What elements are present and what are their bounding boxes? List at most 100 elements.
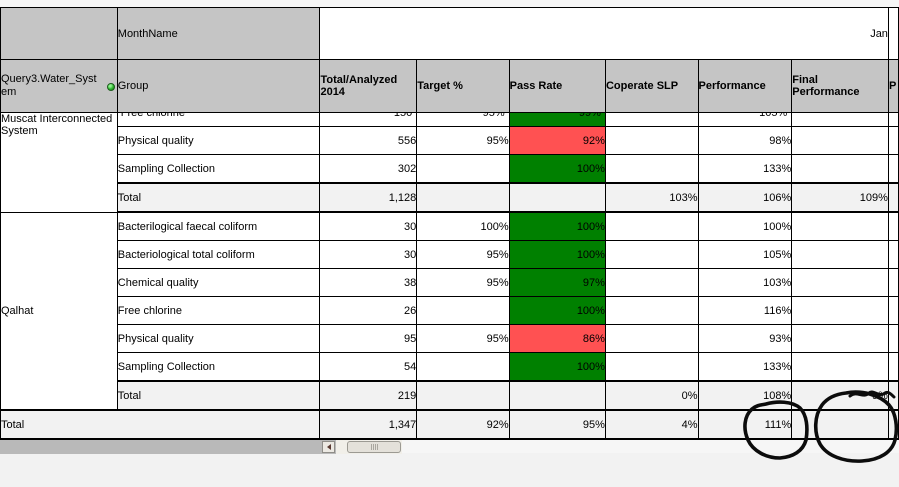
row-label-cell: Bacteriological total coliform: [116, 240, 321, 269]
dataset-label-line2: em: [1, 86, 17, 98]
value-cell-pass-rate: 100%: [508, 154, 606, 184]
value-cell-total-analyzed: 556: [319, 126, 418, 155]
value-cell-performance: 106%: [697, 182, 793, 213]
column-header-coperate-slp: Coperate SLP: [604, 59, 699, 113]
sliver-cell: [887, 380, 899, 411]
value-cell-pass-rate: [508, 380, 606, 411]
value-cell-final-performance: [791, 409, 889, 440]
value-cell-final-performance: 109%: [791, 182, 889, 213]
sliver-cell: [887, 268, 899, 297]
scrollbar-thumb[interactable]: [347, 441, 401, 453]
column-header-final-performance: Final Performance: [791, 59, 889, 113]
row-label-cell: Sampling Collection: [116, 352, 321, 382]
value-cell-performance: 103%: [697, 268, 793, 297]
record-indicator-icon: [106, 83, 115, 91]
table-row: Muscat Interconnected System Free chlori…: [0, 112, 899, 213]
value-cell-coperate-slp: [604, 240, 699, 269]
month-header-row: MonthName Jan: [0, 7, 899, 60]
value-cell-total-analyzed: 219: [319, 380, 418, 411]
value-cell-pass-rate: [508, 182, 606, 213]
value-cell-total-analyzed: 1,128: [319, 182, 418, 213]
value-cell-coperate-slp: [604, 352, 699, 382]
sliver-cell: [887, 126, 899, 155]
value-cell-final-performance: [791, 112, 889, 127]
scrollbar-track[interactable]: [336, 440, 402, 454]
table-row: Physical quality 556 95% 92% 98%: [1, 126, 899, 155]
table-row: Free chlorine 26 100% 116%: [1, 296, 899, 325]
value-cell-pass-rate: 92%: [508, 126, 606, 155]
thumb-grip-icon: [374, 444, 376, 450]
value-cell-performance: 93%: [697, 324, 793, 353]
column-header-pass-rate: Pass Rate: [508, 59, 606, 113]
row-label-cell: Free chlorine: [116, 296, 321, 325]
sliver-cell: [887, 182, 899, 213]
value-cell-performance: 105%: [697, 112, 793, 127]
value-cell-target: [416, 352, 510, 382]
value-cell-total-analyzed: 1,347: [319, 409, 418, 440]
value-cell-target: [416, 296, 510, 325]
value-cell-total-analyzed: 150: [319, 112, 418, 127]
value-cell-coperate-slp: [604, 324, 699, 353]
row-label-cell: Physical quality: [116, 126, 321, 155]
horizontal-scrollbar[interactable]: [0, 440, 402, 454]
value-cell-final-performance: [791, 126, 889, 155]
column-header-performance: Performance: [697, 59, 793, 113]
group-cell-muscat: Muscat Interconnected System: [0, 112, 118, 213]
group-total-row: Total 219 0% 108% 9%: [1, 380, 899, 411]
row-label-cell: Physical quality: [116, 324, 321, 353]
window-background: [0, 453, 899, 487]
value-cell-performance: 108%: [697, 380, 793, 411]
value-cell-performance: 133%: [697, 352, 793, 382]
value-cell-pass-rate: 100%: [508, 352, 606, 382]
report-matrix-table: MonthName Jan Query3.Water_Syst em Group…: [0, 7, 899, 440]
value-cell-coperate-slp: 103%: [604, 182, 699, 213]
value-cell-coperate-slp: 0%: [604, 380, 699, 411]
value-cell-total-analyzed: 54: [319, 352, 418, 382]
value-cell-total-analyzed: 30: [319, 211, 418, 241]
dataset-label-line1: Query3.Water_Syst: [1, 73, 97, 85]
value-cell-final-performance: [791, 240, 889, 269]
group-name: Muscat Interconnected System: [1, 113, 113, 137]
scroll-left-icon: [326, 444, 331, 450]
value-cell-coperate-slp: [604, 126, 699, 155]
sliver-cell: [887, 240, 899, 269]
value-cell-pass-rate: 97%: [508, 268, 606, 297]
month-axis-cell: MonthName: [116, 7, 321, 60]
value-cell-pass-rate: 100%: [508, 296, 606, 325]
scroll-left-button[interactable]: [322, 441, 335, 453]
value-cell-target: 95%: [416, 324, 510, 353]
month-value-cell: Jan: [319, 7, 889, 60]
value-cell-target: 95%: [416, 240, 510, 269]
value-cell-pass-rate: 100%: [508, 211, 606, 241]
thumb-grip-icon: [372, 444, 374, 450]
grand-total-label-cell: Total: [0, 409, 321, 440]
value-cell-performance: 100%: [697, 211, 793, 241]
value-cell-target: [416, 380, 510, 411]
value-cell-performance: 98%: [697, 126, 793, 155]
dataset-cell: Query3.Water_Syst em: [0, 59, 118, 113]
table-row: Sampling Collection 54 100% 133%: [1, 352, 899, 382]
value-cell-pass-rate: 95%: [508, 409, 606, 440]
grand-total-row: Total 1,347 92% 95% 4% 111%: [0, 409, 899, 440]
value-cell-final-performance: [791, 154, 889, 184]
value-cell-coperate-slp: [604, 296, 699, 325]
value-cell-final-performance: 9%: [791, 380, 889, 411]
value-cell-performance: 111%: [697, 409, 793, 440]
table-row: Sampling Collection 302 100% 133%: [1, 154, 899, 184]
value-cell-target: 95%: [416, 112, 510, 127]
value-cell-total-analyzed: 302: [319, 154, 418, 184]
sliver-cell: [887, 211, 899, 241]
value-cell-coperate-slp: [604, 211, 699, 241]
total-label-cell: Total: [116, 380, 321, 411]
value-cell-performance: 133%: [697, 154, 793, 184]
table-row: Qalhat Bacterilogical faecal coliform 30…: [0, 211, 899, 411]
value-cell-target: [416, 182, 510, 213]
thumb-grip-icon: [376, 444, 378, 450]
value-cell-target: 100%: [416, 211, 510, 241]
value-cell-total-analyzed: 38: [319, 268, 418, 297]
column-header-target: Target %: [416, 59, 510, 113]
sliver-cell: [887, 409, 899, 440]
row-label-cell: Sampling Collection: [116, 154, 321, 184]
value-cell-pass-rate: 99%: [508, 112, 606, 127]
value-cell-performance: 116%: [697, 296, 793, 325]
